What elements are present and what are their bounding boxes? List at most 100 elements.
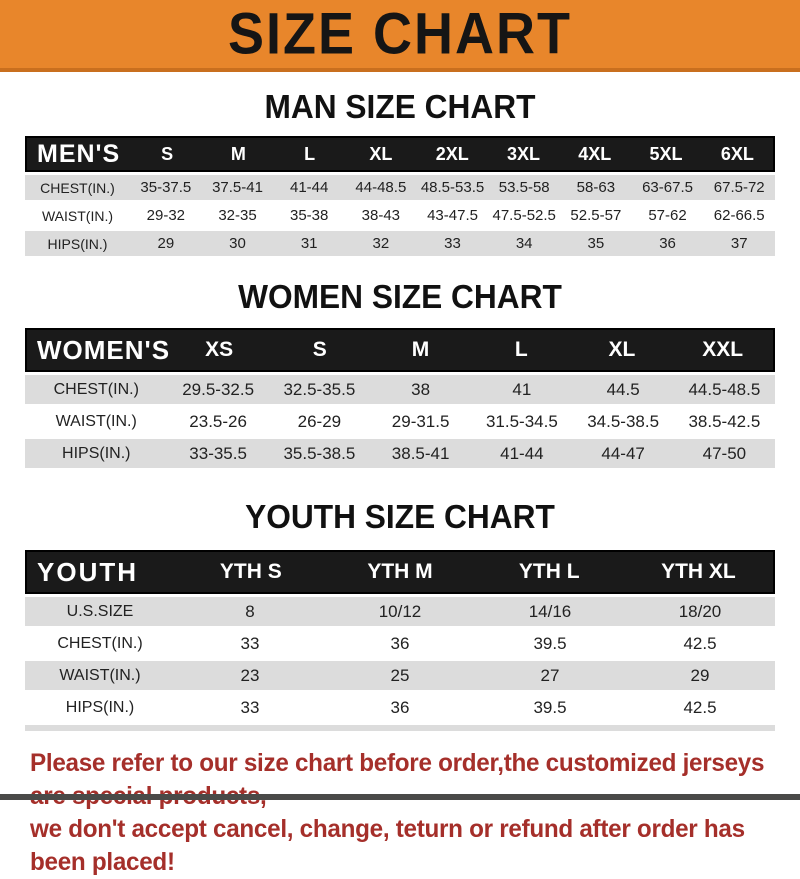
bottom-divider-bar [0, 794, 800, 800]
women-column-header: XXL [702, 338, 744, 361]
women-cell: 34.5-38.5 [587, 411, 660, 431]
youth-table-row: CHEST(IN.) 33 36 39.5 42.5 [25, 629, 775, 658]
youth-cell: 8 [245, 601, 255, 621]
men-column-header: M [230, 143, 246, 164]
men-cell: 32-35 [218, 207, 257, 224]
women-cell: 26-29 [297, 411, 342, 431]
youth-cell: 36 [390, 697, 410, 717]
men-cell: 33 [444, 235, 461, 252]
men-column-header: 4XL [578, 143, 612, 164]
youth-size-table: YOUTH YTH S YTH M YTH L YTH XL U.S.SIZE 8 10/12… [25, 550, 775, 731]
women-row-label: CHEST(IN.) [53, 380, 139, 398]
men-table-row: CHEST(IN.) 35-37.5 37.5-41 41-44 44-48.5 48.5… [25, 175, 775, 200]
youth-table-row: HIPS(IN.) 33 36 39.5 42.5 [25, 693, 775, 722]
men-column-header: L [304, 143, 316, 164]
youth-row-label: WAIST(IN.) [59, 666, 141, 684]
size-chart-banner: SIZE CHART [0, 0, 800, 72]
men-row-label: CHEST(IN.) [40, 179, 115, 196]
men-cell: 47.5-52.5 [492, 207, 556, 224]
women-cell: 44-47 [601, 443, 645, 463]
youth-column-header: YTH XL [661, 560, 736, 583]
youth-cell: 39.5 [533, 633, 567, 653]
youth-row-label: HIPS(IN.) [65, 698, 135, 716]
men-cell: 35-38 [289, 207, 329, 224]
youth-row-label: CHEST(IN.) [57, 634, 143, 652]
men-cell: 35-37.5 [140, 179, 192, 196]
youth-cell: 39.5 [533, 697, 567, 717]
men-cell: 67.5-72 [713, 179, 765, 196]
men-section-title: MAN SIZE CHART [264, 88, 536, 125]
youth-table-header: YOUTH YTH S YTH M YTH L YTH XL [25, 550, 775, 594]
men-cell: 41-44 [289, 179, 329, 196]
youth-cell: 33 [240, 697, 260, 717]
women-cell: 33-35.5 [189, 443, 247, 463]
women-size-table: WOMEN'S XS S M L XL XXL CHEST(IN.) 29.5-32.5 32.5… [25, 328, 775, 468]
men-cell: 48.5-53.5 [420, 179, 485, 196]
men-cell: 44-48.5 [355, 179, 407, 196]
youth-cell: 27 [540, 665, 560, 685]
men-cell: 34 [515, 235, 533, 252]
men-column-header: 2XL [435, 143, 469, 164]
men-table-row: WAIST(IN.) 29-32 32-35 35-38 38-43 43-47.5 47.… [25, 203, 775, 228]
youth-cell: 33 [240, 633, 260, 653]
women-cell: 41 [512, 379, 532, 399]
youth-cell: 29 [690, 665, 710, 685]
men-column-header: 5XL [649, 143, 683, 164]
men-cell: 29 [157, 235, 175, 252]
youth-section-title: YOUTH SIZE CHART [245, 498, 555, 535]
order-disclaimer: Please refer to our size chart before or… [30, 747, 777, 879]
men-header-label: MEN'S [37, 139, 121, 168]
youth-header-label: YOUTH [37, 556, 138, 587]
men-size-table: MEN'S S M L XL 2XL 3XL 4XL 5XL 6XL CHEST(IN.) 35-37… [25, 136, 775, 256]
men-column-header: 3XL [506, 143, 540, 164]
women-column-header: L [514, 338, 528, 361]
men-cell: 37 [730, 235, 748, 252]
women-table-row: WAIST(IN.) 23.5-26 26-29 29-31.5 31.5-34.5 34… [25, 407, 775, 436]
men-row-label: WAIST(IN.) [41, 207, 114, 224]
men-cell: 32 [372, 235, 390, 252]
youth-cell: 25 [390, 665, 410, 685]
youth-row-label: U.S.SIZE [66, 602, 134, 620]
men-cell: 63-67.5 [642, 179, 693, 196]
women-cell: 38 [411, 379, 431, 399]
women-section-title: WOMEN SIZE CHART [238, 278, 562, 315]
men-table-row: HIPS(IN.) 29 30 31 32 33 34 35 36 37 [25, 231, 775, 256]
youth-cell: 36 [390, 633, 410, 653]
women-column-header: XL [608, 338, 636, 361]
women-cell: 47-50 [702, 443, 747, 463]
women-table-row: CHEST(IN.) 29.5-32.5 32.5-35.5 38 41 44.5 44.5… [25, 375, 775, 404]
youth-column-header: YTH S [219, 560, 282, 583]
women-cell: 29-31.5 [391, 411, 450, 431]
women-table-row: HIPS(IN.) 33-35.5 35.5-38.5 38.5-41 41-44 44-… [25, 439, 775, 468]
women-cell: 38.5-42.5 [688, 411, 761, 431]
youth-cell: 18/20 [678, 601, 722, 621]
women-cell: 31.5-34.5 [485, 411, 558, 431]
youth-table-end-bar [25, 725, 775, 731]
women-cell: 44.5-48.5 [688, 379, 761, 399]
women-cell: 41-44 [500, 443, 544, 463]
men-table-header: MEN'S S M L XL 2XL 3XL 4XL 5XL 6XL [25, 136, 775, 172]
men-cell: 31 [300, 235, 318, 252]
banner-title: SIZE CHART [228, 1, 572, 67]
youth-table-row: U.S.SIZE 8 10/12 14/16 18/20 [25, 597, 775, 626]
youth-table-row: WAIST(IN.) 23 25 27 29 [25, 661, 775, 690]
men-cell: 43-47.5 [427, 207, 478, 224]
youth-column-header: YTH M [367, 560, 433, 583]
men-column-header: 6XL [720, 143, 754, 164]
men-cell: 30 [229, 235, 246, 252]
women-row-label: WAIST(IN.) [55, 412, 137, 430]
youth-cell: 14/16 [528, 601, 572, 621]
disclaimer-line-2: we don't accept cancel, change, teturn o… [30, 815, 745, 876]
women-cell: 29.5-32.5 [182, 379, 255, 399]
youth-cell: 23 [240, 665, 260, 685]
men-cell: 38-43 [361, 207, 401, 224]
men-cell: 62-66.5 [713, 207, 765, 224]
men-cell: 29-32 [146, 207, 186, 224]
men-row-label: HIPS(IN.) [47, 235, 108, 252]
women-row-label: HIPS(IN.) [62, 444, 131, 462]
youth-cell: 42.5 [683, 697, 717, 717]
women-cell: 38.5-41 [391, 443, 450, 463]
men-cell: 53.5-58 [498, 179, 550, 196]
men-cell: 58-63 [576, 179, 616, 196]
men-cell: 36 [659, 235, 676, 252]
